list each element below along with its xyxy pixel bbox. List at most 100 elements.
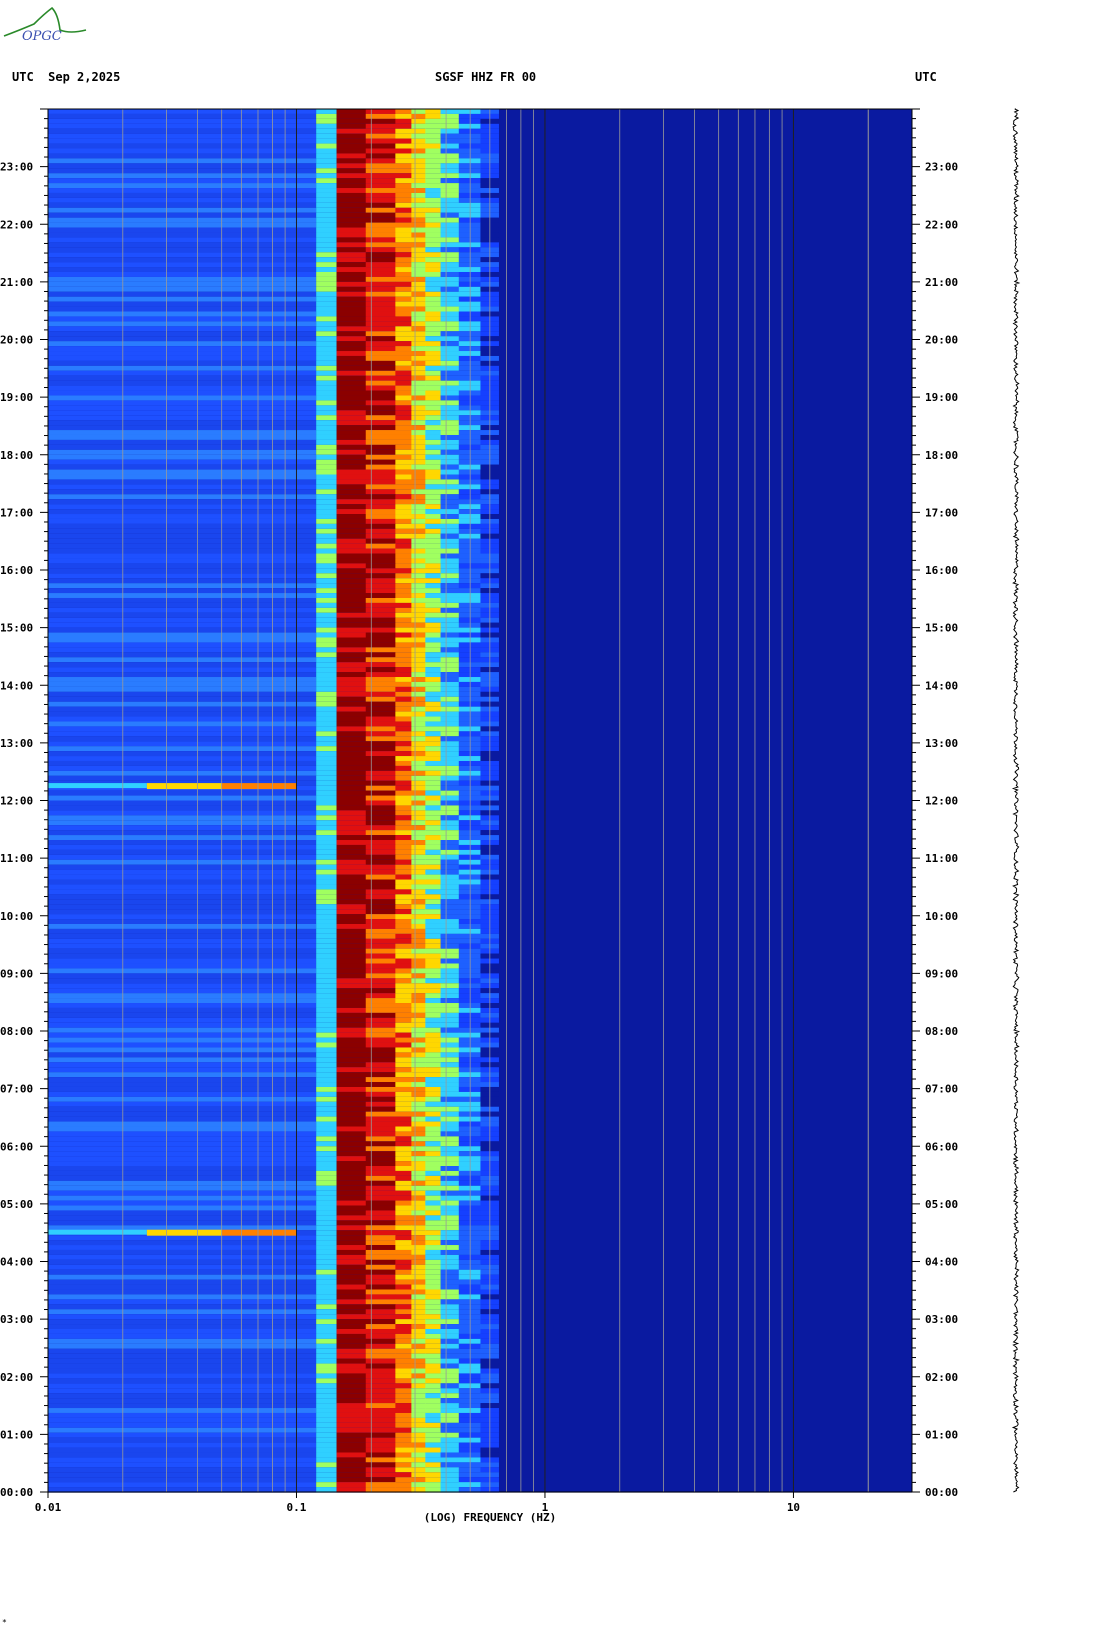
- heatmap-cell: [395, 1279, 412, 1286]
- heatmap-cell: [336, 271, 367, 278]
- heatmap-cell: [411, 1077, 426, 1083]
- heatmap-cell: [395, 1077, 412, 1083]
- heatmap-cell: [316, 444, 337, 451]
- heatmap-cell: [395, 1185, 412, 1192]
- heatmap-cell: [425, 637, 442, 644]
- heatmap-cell: [425, 963, 442, 970]
- heatmap-cell: [440, 1200, 460, 1207]
- heatmap-cell: [395, 914, 412, 920]
- heatmap-cell: [411, 1274, 426, 1281]
- heatmap-cell: [365, 1398, 396, 1404]
- heatmap-cell: [425, 464, 442, 471]
- heatmap-cell: [48, 726, 317, 732]
- heatmap-cell: [425, 267, 442, 273]
- heatmap-cell: [316, 1467, 337, 1473]
- heatmap-cell: [440, 133, 460, 140]
- heatmap-cell: [316, 316, 337, 322]
- heatmap-cell: [365, 825, 396, 831]
- heatmap-cell: [48, 1052, 317, 1058]
- heatmap-cell: [48, 607, 317, 614]
- heatmap-cell: [440, 390, 460, 397]
- heatmap-cell: [316, 528, 337, 535]
- heatmap-cell: [48, 346, 317, 352]
- heatmap-cell: [365, 449, 396, 456]
- heatmap-cell: [316, 988, 337, 994]
- y-tick-label: 21:00: [925, 276, 958, 289]
- heatmap-cell: [336, 1363, 367, 1370]
- heatmap-cell: [365, 479, 396, 485]
- heatmap-cell: [336, 370, 367, 377]
- event-streak: [146, 783, 222, 790]
- heatmap-cell: [48, 281, 317, 288]
- heatmap-cell: [425, 696, 442, 703]
- heatmap-cell: [316, 894, 337, 900]
- heatmap-cell: [440, 1190, 460, 1197]
- heatmap-cell: [411, 1220, 426, 1226]
- heatmap-cell: [336, 355, 367, 362]
- heatmap-cell: [440, 113, 460, 120]
- heatmap-cell: [411, 1388, 426, 1394]
- heatmap-cell: [336, 336, 367, 342]
- heatmap-cell: [395, 1017, 412, 1024]
- heatmap-cell: [440, 652, 460, 658]
- heatmap-cell: [316, 301, 337, 308]
- heatmap-cell: [425, 617, 442, 624]
- heatmap-cell: [440, 859, 460, 866]
- heatmap-cell: [316, 1487, 337, 1493]
- heatmap-cell: [411, 247, 426, 253]
- heatmap-cell: [365, 1072, 396, 1078]
- heatmap-cell: [336, 163, 367, 169]
- heatmap-cell: [411, 617, 426, 624]
- heatmap-cell: [316, 602, 337, 609]
- heatmap-cell: [395, 1412, 412, 1419]
- heatmap-cell: [336, 1373, 367, 1379]
- heatmap-cell: [395, 301, 412, 308]
- heatmap-cell: [411, 825, 426, 831]
- heatmap-cell: [411, 375, 426, 382]
- heatmap-cell: [365, 1057, 396, 1063]
- heatmap-cell: [48, 681, 317, 688]
- heatmap-cell: [425, 751, 442, 757]
- heatmap-cell: [365, 1329, 396, 1335]
- heatmap-row: [48, 928, 912, 935]
- heatmap-cell: [411, 1235, 426, 1241]
- heatmap-cell: [425, 514, 442, 520]
- heatmap-cell: [425, 657, 442, 663]
- heatmap-cell: [365, 1284, 396, 1291]
- heatmap-cell: [48, 430, 317, 436]
- heatmap-cell: [440, 1111, 460, 1118]
- heatmap-cell: [395, 380, 412, 387]
- heatmap-cell: [411, 1358, 426, 1365]
- heatmap-cell: [316, 1245, 337, 1251]
- heatmap-cell: [425, 1220, 442, 1226]
- heatmap-cell: [316, 1205, 337, 1212]
- heatmap-cell: [440, 474, 460, 481]
- heatmap-cell: [365, 1259, 396, 1266]
- heatmap-cell: [395, 968, 412, 974]
- heatmap-cell: [336, 1403, 367, 1409]
- heatmap-cell: [440, 1333, 460, 1340]
- heatmap-cell: [411, 163, 426, 169]
- heatmap-cell: [48, 1373, 317, 1379]
- heatmap-cell: [365, 168, 396, 174]
- heatmap-cell: [440, 257, 460, 263]
- heatmap-cell: [336, 1240, 367, 1246]
- heatmap-cell: [425, 420, 442, 426]
- heatmap-cell: [425, 1180, 442, 1187]
- heatmap-cell: [425, 360, 442, 367]
- heatmap-cell: [336, 706, 367, 713]
- heatmap-cell: [316, 835, 337, 841]
- heatmap-cell: [411, 271, 426, 278]
- heatmap-cell: [48, 1170, 317, 1177]
- heatmap-cell: [440, 988, 460, 994]
- heatmap-cell: [440, 711, 460, 718]
- heatmap-cell: [336, 192, 367, 199]
- heatmap-cell: [395, 1116, 412, 1123]
- heatmap-cell: [48, 1398, 317, 1404]
- heatmap-cell: [411, 1408, 426, 1414]
- heatmap-cell: [425, 1343, 442, 1350]
- heatmap-cell: [395, 1003, 412, 1009]
- heatmap-cell: [411, 785, 426, 792]
- heatmap-cell: [411, 178, 426, 184]
- heatmap-cell: [316, 286, 337, 293]
